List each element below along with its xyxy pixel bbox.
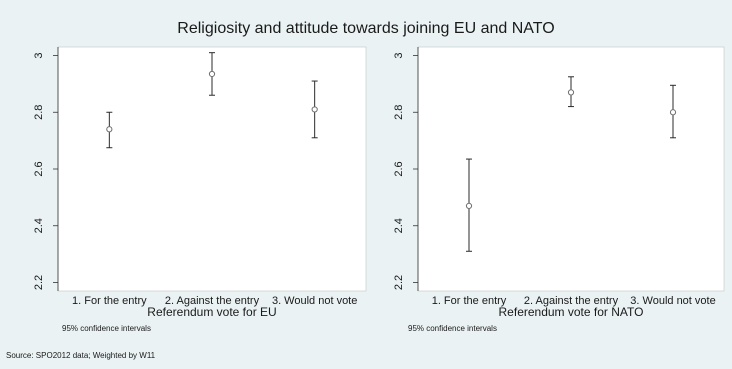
y-tick-label: 3 <box>393 52 405 58</box>
y-tick-label: 2.6 <box>33 161 45 176</box>
y-tick-label: 2.8 <box>33 105 45 120</box>
mean-marker <box>465 202 473 209</box>
error-bar-3 <box>669 84 677 139</box>
mean-marker <box>106 126 113 133</box>
mean-marker <box>669 109 677 116</box>
mean-marker <box>567 89 575 96</box>
x-category-label: 3. Would not vote <box>630 295 715 307</box>
y-tick-label: 2.4 <box>393 218 405 233</box>
error-bar-1 <box>106 111 113 149</box>
chart-panel-nato: 2.2 2.4 2.6 2.8 3 1. For the entry 2. Against … <box>372 45 725 345</box>
y-tick-label: 2.2 <box>393 275 405 290</box>
figure-title: Religiosity and attitude towards joining… <box>177 20 554 37</box>
confidence-note: 95% confidence intervals <box>62 324 151 333</box>
y-tick-label: 3 <box>33 52 45 58</box>
confidence-note: 95% confidence intervals <box>408 324 497 333</box>
x-category-label: 1. For the entry <box>432 295 507 307</box>
x-category-label: 2. Against the entry <box>524 295 619 307</box>
x-axis-title: Referendum vote for EU <box>147 305 276 319</box>
x-axis-title: Referendum vote for NATO <box>499 305 644 319</box>
source-note: Source: SPO2012 data; Weighted by W11 <box>6 351 156 360</box>
mean-marker <box>208 70 216 78</box>
y-tick-label: 2.6 <box>393 161 405 176</box>
y-tick-label: 2.4 <box>33 218 45 233</box>
mean-marker <box>311 106 318 113</box>
x-category-label: 3. Would not vote <box>272 295 357 307</box>
y-tick-label: 2.2 <box>33 275 45 290</box>
chart-panel-eu: 2.2 2.4 2.6 2.8 3 1. For the entry 2. Against … <box>8 45 367 345</box>
y-tick-label: 2.8 <box>393 105 405 120</box>
x-category-label: 2. Against the entry <box>165 295 260 307</box>
error-bar-3 <box>311 80 318 139</box>
error-bar-1 <box>465 158 473 252</box>
error-bar-2 <box>208 52 216 96</box>
error-bar-2 <box>567 76 575 108</box>
x-category-label: 1. For the entry <box>72 295 147 307</box>
